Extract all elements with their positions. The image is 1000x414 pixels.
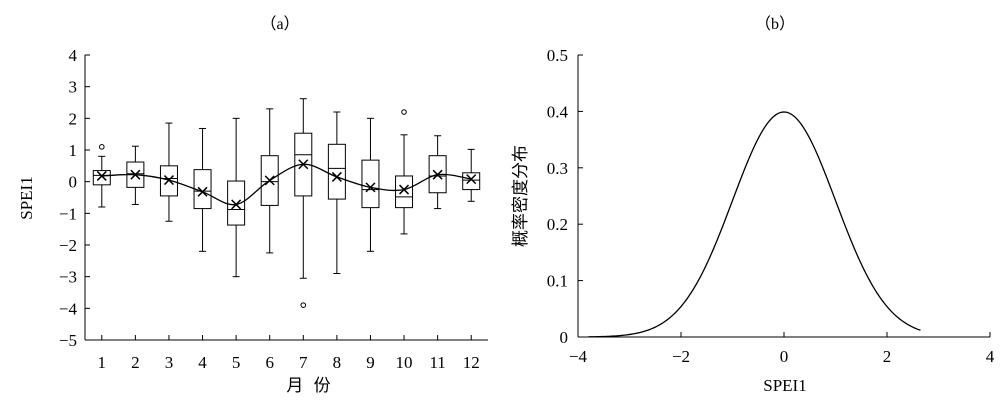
panel-a-xlabel: 月 份 — [286, 376, 333, 395]
mean-marker — [163, 175, 174, 186]
mean-marker — [399, 184, 410, 195]
mean-marker — [331, 171, 342, 182]
y-tick-label: 2 — [69, 109, 78, 128]
panel-b-ylabel: 概率密度分布 — [511, 145, 530, 247]
x-tick-label: 8 — [333, 353, 342, 372]
box — [327, 143, 346, 200]
mean-marker — [130, 169, 141, 180]
y-tick-label: −2 — [59, 236, 77, 255]
box — [462, 172, 481, 191]
mean-marker — [466, 174, 477, 185]
y-tick-label: 4 — [69, 46, 78, 65]
density-panel: （b） 概率密度分布 SPEI1 0.50.40.30.20.10−4 −2 0 2 4 — [511, 15, 995, 395]
mean-marker — [264, 175, 275, 186]
x-tick-label: 11 — [429, 353, 445, 372]
y-tick-label: 1 — [69, 141, 78, 160]
mean-marker — [96, 170, 107, 181]
panel-b-xlabel: SPEI1 — [763, 376, 806, 395]
y-tick-label: 0.4 — [547, 102, 569, 121]
y-tick-label: −3 — [59, 268, 77, 287]
outlier-point — [98, 144, 105, 150]
x-tick-label: 7 — [299, 353, 308, 372]
y-tick-label: 3 — [69, 78, 78, 97]
x-tick-label: 2 — [131, 353, 140, 372]
y-tick-label: 0.2 — [547, 215, 568, 234]
mean-marker — [432, 169, 443, 180]
density-curve — [588, 111, 921, 338]
x-tick-label: 12 — [463, 353, 480, 372]
x-tick-label: 0 — [780, 347, 789, 366]
mean-marker — [298, 159, 309, 170]
x-tick-label: 9 — [366, 353, 375, 372]
y-tick-label: 0 — [560, 328, 569, 347]
mean-marker — [365, 182, 376, 193]
mean-marker — [231, 199, 242, 210]
x-tick-label: 5 — [232, 353, 241, 372]
y-tick-label: −4 — [59, 299, 78, 318]
x-tick-label: 4 — [198, 353, 207, 372]
x-tick-label: 6 — [265, 353, 274, 372]
x-tick-label: −4 — [569, 347, 588, 366]
x-tick-label: −2 — [672, 347, 690, 366]
x-tick-label: 4 — [986, 347, 995, 366]
y-tick-label: −1 — [59, 204, 77, 223]
outlier-point — [300, 302, 307, 308]
mean-marker — [197, 186, 208, 197]
y-tick-label: −5 — [59, 331, 77, 350]
box — [361, 159, 380, 209]
x-tick-label: 2 — [883, 347, 892, 366]
panel-a-title: （a） — [260, 15, 299, 33]
mean-line — [101, 163, 472, 206]
box — [395, 175, 414, 209]
x-tick-label: 1 — [98, 353, 107, 372]
y-tick-label: 0 — [69, 173, 78, 192]
x-tick-label: 10 — [396, 353, 413, 372]
y-tick-label: 0.1 — [547, 272, 568, 291]
y-tick-label: 0.5 — [547, 46, 568, 65]
y-tick-label: 0.3 — [547, 159, 568, 178]
box — [227, 180, 246, 226]
x-tick-label: 3 — [165, 353, 174, 372]
panel-a-ylabel: SPEI1 — [17, 176, 36, 219]
box — [92, 170, 111, 186]
panel-b-title: （b） — [755, 15, 795, 33]
outlier-point — [401, 109, 407, 115]
